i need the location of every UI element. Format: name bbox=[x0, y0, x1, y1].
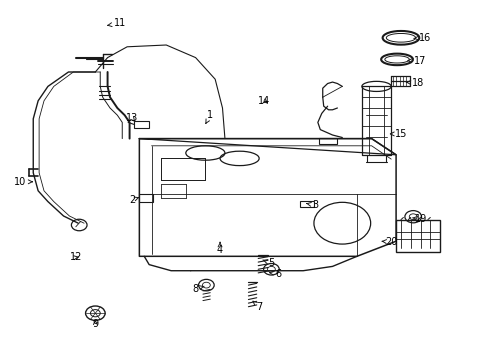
Text: 18: 18 bbox=[406, 78, 424, 88]
Text: 7: 7 bbox=[252, 301, 262, 312]
Bar bbox=[395, 220, 439, 252]
Bar bbox=[300, 201, 313, 207]
Text: 9: 9 bbox=[92, 319, 98, 329]
Bar bbox=[318, 138, 337, 144]
Text: 20: 20 bbox=[381, 237, 397, 247]
Text: 8: 8 bbox=[192, 284, 203, 294]
Text: 12: 12 bbox=[69, 252, 82, 262]
Text: 16: 16 bbox=[413, 33, 431, 43]
Text: 14: 14 bbox=[257, 96, 270, 106]
Text: 11: 11 bbox=[107, 18, 126, 28]
Text: 1: 1 bbox=[205, 110, 213, 123]
Text: 5: 5 bbox=[263, 258, 274, 268]
Text: 3: 3 bbox=[306, 200, 318, 210]
Text: 17: 17 bbox=[407, 56, 426, 66]
Text: 13: 13 bbox=[125, 113, 138, 123]
Text: 19: 19 bbox=[412, 214, 427, 224]
Text: 10: 10 bbox=[14, 177, 32, 187]
Text: 15: 15 bbox=[389, 129, 407, 139]
Bar bbox=[139, 194, 153, 202]
Text: 4: 4 bbox=[217, 242, 223, 255]
Text: 2: 2 bbox=[129, 195, 138, 205]
Bar bbox=[134, 121, 149, 128]
Text: 6: 6 bbox=[269, 269, 281, 279]
